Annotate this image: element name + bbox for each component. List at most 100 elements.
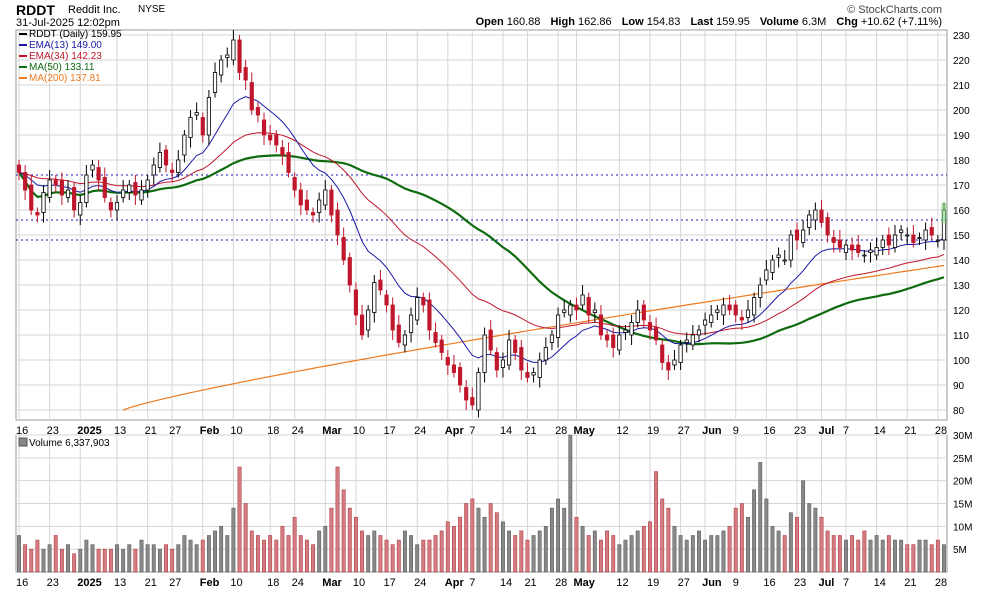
copyright[interactable]: © StockCharts.com [847,4,942,16]
quote-stats: Open 160.88 High 162.86 Low 154.83 Last … [476,16,942,28]
candle-body [635,309,640,323]
volume-bar [703,539,708,573]
legend-entry: EMA(13) 149.00 [29,40,102,51]
candle-body [121,189,126,198]
candle-body [378,279,383,291]
candle-body [78,202,83,216]
candle-body [923,229,928,241]
volume-bar [586,535,591,573]
volume-bar [856,539,861,573]
price-tick-label: 200 [953,106,970,117]
x-tick-label: 13 [114,425,126,437]
volume-bar [746,516,750,573]
volume-bar [788,512,793,573]
volume-bar [341,489,346,573]
legend-entry: MA(50) 133.11 [29,62,95,73]
volume-bar [844,539,848,573]
candle-body [654,327,659,341]
candle-body [874,247,879,256]
candle-body [880,239,885,248]
candle-body [323,189,328,206]
high-value: 162.86 [577,16,612,28]
volume-bar [758,462,763,573]
x-tick-label: 16 [16,577,28,589]
volume-bar [280,526,285,573]
volume-bar [654,471,659,573]
volume-bar [464,503,469,573]
volume-bar [476,507,481,573]
candle-body [678,344,683,363]
candle-body [831,237,836,243]
x-tick-label: 16 [763,577,775,589]
candle-body [672,359,677,366]
candle-body [562,309,567,313]
candle-body [219,59,224,76]
candle-body [114,202,120,211]
candle-body [690,334,695,346]
chg-value: +10.62 (+7.11%) [860,16,942,28]
candle-body [194,112,199,116]
volume-bar [501,521,505,573]
price-tick-label: 140 [953,256,970,267]
legend-entry: EMA(34) 142.23 [29,51,102,62]
x-tick-label: 14 [874,425,886,437]
x-tick-label: 2025 [77,577,101,589]
candle-body [59,179,64,196]
volume-bar [727,526,732,573]
volume-legend: Volume 6,337,903 [29,438,110,449]
volume-bar [715,535,720,573]
volume-tick-label: 5M [953,545,967,556]
candle-body [451,364,457,373]
volume-bar [372,530,377,573]
volume-bar [831,535,836,573]
candle-body [696,329,702,336]
candle-body [268,134,273,141]
candle-body [715,309,720,313]
candle-body [439,339,444,353]
volume-bar [90,544,95,573]
open-value: 160.88 [506,16,541,28]
candle-body [255,107,260,116]
candle-body [402,334,408,346]
candle-body [549,334,555,343]
candle-body [53,179,58,186]
volume-bar [433,535,438,573]
volume-bar [525,539,530,573]
volume-bar [231,507,236,573]
chg-label: Chg [836,16,858,28]
price-panel [15,29,948,421]
volume-bar [268,535,273,573]
candle-body [415,297,420,321]
volume-bar [690,535,695,573]
x-tick-label: 16 [16,425,28,437]
volume-bar [739,503,744,573]
candle-body [519,347,524,371]
volume-bar [329,507,334,573]
x-tick-label: 18 [267,577,279,589]
x-tick-label: 27 [678,577,690,589]
candle-body [568,304,573,316]
volume-bar [41,548,46,573]
candle-body [727,304,732,311]
x-tick-label: 23 [47,577,59,589]
volume-bar [96,548,101,573]
candle-body [770,259,775,273]
volume-legend-swatch [18,437,28,447]
candle-body [580,294,585,306]
company-name: Reddit Inc. [68,4,121,16]
x-tick-label: 27 [678,425,690,437]
candle-body [65,189,71,198]
candle-body [758,284,763,298]
candle-body [482,334,487,373]
candle-body [188,117,193,138]
volume-bar [629,535,634,573]
candle-body [703,319,708,326]
x-tick-label: 7 [469,425,475,437]
volume-bar [543,526,548,573]
candle-body [611,334,616,348]
ticker-symbol: RDDT [16,2,55,18]
candle-body [843,244,849,253]
candle-body [862,254,867,257]
x-tick-label: 14 [500,425,512,437]
x-tick-label: Mar [322,425,342,437]
